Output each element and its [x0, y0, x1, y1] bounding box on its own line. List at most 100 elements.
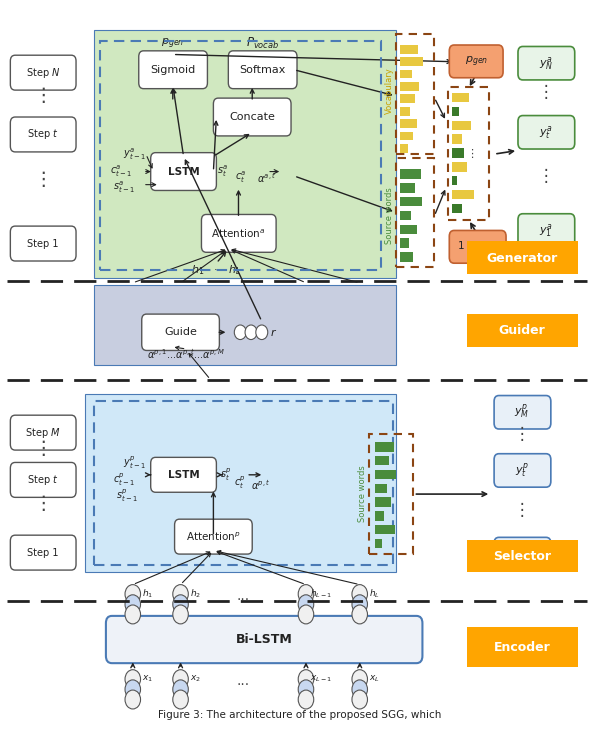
Circle shape: [125, 669, 140, 688]
Bar: [94, 31, 395, 277]
FancyBboxPatch shape: [10, 55, 76, 90]
Text: LSTM: LSTM: [167, 166, 199, 177]
Text: $c^p_t$: $c^p_t$: [235, 474, 246, 491]
Bar: [452, 162, 467, 172]
Bar: [400, 144, 407, 153]
Bar: [400, 70, 412, 78]
Text: ⋮: ⋮: [538, 83, 554, 101]
Bar: [452, 120, 472, 130]
Circle shape: [256, 325, 268, 339]
Bar: [452, 204, 462, 213]
Circle shape: [298, 680, 314, 699]
Text: Concate: Concate: [229, 112, 275, 122]
Bar: [400, 131, 413, 140]
Text: Guider: Guider: [499, 324, 545, 337]
Text: $P_{vocab}$: $P_{vocab}$: [245, 36, 279, 51]
Bar: [395, 158, 434, 267]
Bar: [452, 176, 457, 185]
Bar: [467, 539, 578, 572]
FancyBboxPatch shape: [518, 47, 575, 80]
Bar: [94, 285, 395, 365]
Text: ⋮: ⋮: [514, 425, 530, 443]
Text: $p_{gen}$: $p_{gen}$: [464, 55, 488, 69]
FancyBboxPatch shape: [10, 415, 76, 450]
Text: $y^p_M$: $y^p_M$: [514, 403, 530, 421]
Text: Step $N$: Step $N$: [26, 66, 61, 80]
Circle shape: [173, 595, 188, 614]
Circle shape: [352, 585, 367, 604]
Bar: [452, 148, 464, 158]
Bar: [374, 511, 384, 520]
Bar: [400, 239, 409, 248]
Bar: [100, 42, 380, 270]
Text: $y^p_1$: $y^p_1$: [515, 545, 529, 563]
Text: Attention$^a$: Attention$^a$: [211, 227, 266, 239]
Text: ...: ...: [237, 588, 250, 602]
Text: LSTM: LSTM: [167, 470, 199, 480]
Text: Step $t$: Step $t$: [28, 473, 59, 487]
Text: $s^p_{t-1}$: $s^p_{t-1}$: [116, 488, 137, 504]
Text: $\alpha^{p,1}$...$ \alpha^{p,t}$...$ \alpha^{p,M}$: $\alpha^{p,1}$...$ \alpha^{p,t}$...$ \al…: [148, 347, 226, 361]
Circle shape: [173, 669, 188, 688]
Text: $s^a_t$: $s^a_t$: [217, 164, 228, 180]
Text: $c^p_{t-1}$: $c^p_{t-1}$: [113, 472, 135, 488]
Text: $c^a_t$: $c^a_t$: [235, 169, 246, 185]
Circle shape: [173, 585, 188, 604]
Text: Softmax: Softmax: [239, 65, 286, 74]
Bar: [85, 394, 395, 572]
FancyBboxPatch shape: [518, 214, 575, 247]
Text: ⋮: ⋮: [34, 439, 53, 458]
Bar: [368, 434, 413, 554]
Text: Source words: Source words: [358, 466, 367, 523]
Circle shape: [298, 669, 314, 688]
Text: Figure 3: The architecture of the proposed SGG, which: Figure 3: The architecture of the propos…: [158, 710, 442, 720]
Circle shape: [352, 669, 367, 688]
FancyBboxPatch shape: [151, 458, 217, 492]
Text: Selector: Selector: [493, 550, 551, 563]
Bar: [400, 197, 422, 207]
Circle shape: [125, 585, 140, 604]
Text: Source words: Source words: [385, 188, 394, 245]
Text: $h_2$: $h_2$: [190, 588, 201, 600]
Text: Vocabulary: Vocabulary: [385, 67, 394, 114]
Bar: [374, 539, 382, 548]
Text: $x_2$: $x_2$: [190, 674, 201, 685]
Text: $s^a_{t-1}$: $s^a_{t-1}$: [113, 179, 134, 194]
Bar: [448, 87, 490, 220]
Text: ⋮: ⋮: [514, 502, 530, 520]
Text: $y^a_t$: $y^a_t$: [539, 124, 553, 141]
Text: $h_1$: $h_1$: [142, 588, 154, 600]
FancyBboxPatch shape: [229, 51, 297, 88]
Circle shape: [352, 680, 367, 699]
Text: Attention$^p$: Attention$^p$: [186, 531, 241, 543]
Bar: [400, 107, 410, 115]
Text: $\alpha^{p,t}$: $\alpha^{p,t}$: [251, 478, 271, 492]
Bar: [400, 253, 413, 262]
Text: $h_1$ · · · $h_L$: $h_1$ · · · $h_L$: [191, 264, 241, 277]
Bar: [400, 211, 411, 220]
FancyBboxPatch shape: [10, 226, 76, 261]
FancyBboxPatch shape: [10, 535, 76, 570]
Bar: [467, 627, 578, 666]
Bar: [94, 402, 392, 565]
Bar: [400, 225, 417, 234]
Text: $1-p_{gen}$: $1-p_{gen}$: [457, 240, 498, 254]
FancyBboxPatch shape: [175, 519, 252, 554]
Text: $p_{gen}$: $p_{gen}$: [161, 36, 184, 51]
FancyBboxPatch shape: [494, 396, 551, 429]
Bar: [400, 119, 417, 128]
Bar: [374, 483, 386, 493]
FancyBboxPatch shape: [494, 454, 551, 487]
Circle shape: [298, 585, 314, 604]
Text: $h_{L-1}$: $h_{L-1}$: [310, 588, 332, 600]
FancyBboxPatch shape: [449, 231, 506, 264]
Text: $y^p_t$: $y^p_t$: [515, 461, 529, 480]
FancyBboxPatch shape: [139, 51, 208, 88]
FancyBboxPatch shape: [449, 45, 503, 78]
Text: Generator: Generator: [487, 252, 558, 264]
Bar: [400, 94, 415, 103]
Circle shape: [352, 595, 367, 614]
Text: $x_L$: $x_L$: [369, 674, 380, 685]
Bar: [452, 134, 462, 144]
FancyBboxPatch shape: [214, 98, 291, 136]
